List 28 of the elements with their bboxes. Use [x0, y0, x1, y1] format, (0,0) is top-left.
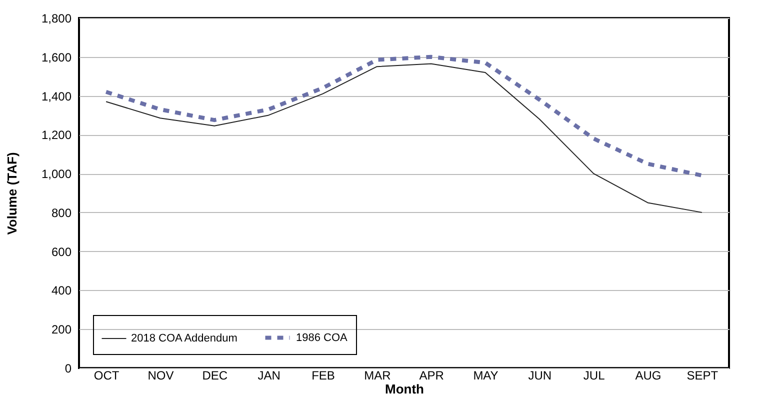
y-tick-label: 200	[51, 322, 72, 337]
y-tick-label: 1,600	[41, 50, 72, 64]
y-tick-label: 0	[64, 362, 72, 376]
legend-label: 2018 COA Addendum	[131, 332, 238, 344]
x-tick-label: OCT	[94, 368, 120, 382]
x-tick-label: DEC	[202, 368, 228, 382]
x-tick-label: MAR	[364, 368, 392, 382]
x-tick-label: NOV	[148, 368, 174, 382]
y-tick-label: 1,800	[41, 12, 72, 26]
y-axis-title: Volume (TAF)	[4, 152, 20, 235]
y-tick-label: 1,000	[41, 167, 72, 182]
y-tick-label: 1,200	[41, 128, 72, 142]
x-axis-title: Month	[385, 382, 424, 396]
x-tick-label: JUN	[528, 368, 552, 382]
x-tick-label: MAY	[473, 368, 498, 382]
x-tick-label: JUL	[583, 368, 606, 382]
line-series	[106, 63, 702, 213]
x-tick-label: AUG	[635, 368, 662, 382]
x-tick-label: APR	[419, 368, 444, 382]
y-tick-label: 600	[51, 244, 72, 259]
y-tick-label: 1,400	[41, 89, 72, 104]
x-tick-label: JAN	[258, 368, 280, 382]
y-tick-label: 800	[51, 206, 72, 220]
y-tick-label: 400	[51, 284, 72, 298]
x-tick-label: FEB	[312, 368, 335, 382]
legend-label: 1986 COA	[296, 332, 348, 344]
x-tick-label: SEPT	[686, 368, 719, 382]
line-series	[104, 54, 704, 178]
